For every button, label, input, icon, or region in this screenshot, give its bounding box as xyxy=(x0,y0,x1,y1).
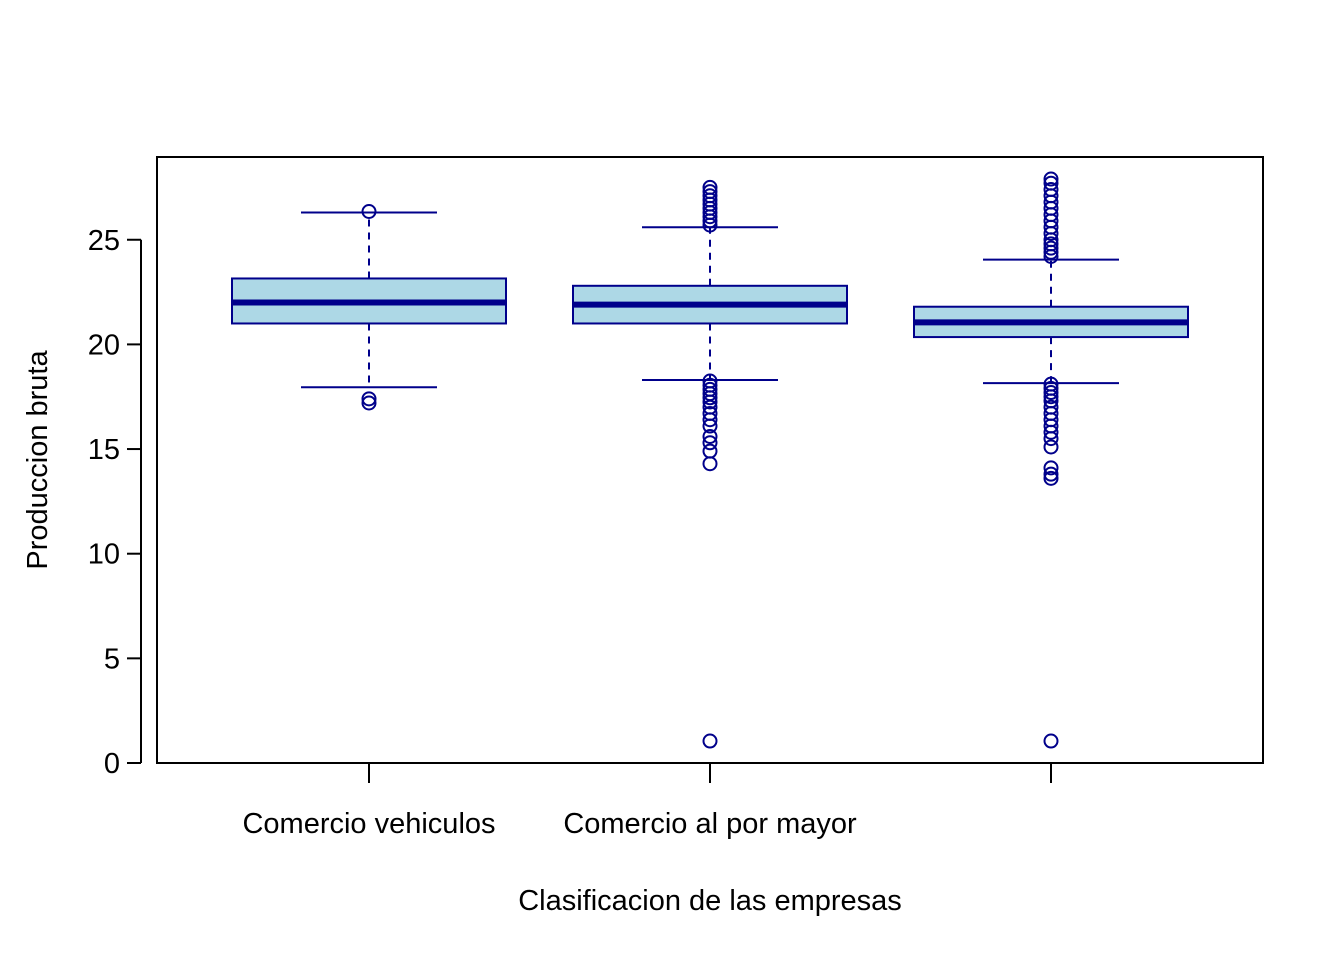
outlier-point xyxy=(1043,460,1059,476)
box-group xyxy=(231,203,507,411)
outlier-point xyxy=(1043,240,1059,256)
outlier-point xyxy=(1043,470,1059,486)
y-axis-title: Produccion bruta xyxy=(22,350,54,570)
y-axis: 0 5 10 15 20 25 xyxy=(88,225,142,780)
outlier-point xyxy=(702,217,718,233)
y-tick-label: 25 xyxy=(88,225,120,257)
y-tick-label: 20 xyxy=(88,329,120,361)
outlier-point xyxy=(702,418,718,434)
y-tick-label: 10 xyxy=(88,539,120,571)
outlier-point xyxy=(702,412,718,428)
y-tick-label: 0 xyxy=(104,748,120,780)
outlier-point xyxy=(702,733,718,749)
outlier-point xyxy=(1043,171,1059,187)
outlier-point xyxy=(361,395,377,411)
outlier-point xyxy=(1043,733,1059,749)
y-tick-label: 5 xyxy=(104,643,120,675)
outlier-point xyxy=(702,390,718,406)
outlier-point xyxy=(702,443,718,459)
x-axis: Comercio vehiculos Comercio al por mayor xyxy=(242,763,1052,840)
outlier-point xyxy=(361,391,377,407)
outlier-point xyxy=(702,213,718,229)
x-tick-label: Comercio vehiculos xyxy=(242,808,495,840)
outlier-point xyxy=(1043,389,1059,405)
y-tick-label: 15 xyxy=(88,434,120,466)
outlier-point xyxy=(1043,248,1059,264)
outlier-point xyxy=(1043,225,1059,241)
plot-frame xyxy=(156,156,1264,764)
outlier-point xyxy=(1043,424,1059,440)
outlier-point xyxy=(1043,439,1059,455)
outlier-point xyxy=(1043,385,1059,401)
x-axis-title: Clasificacion de las empresas xyxy=(518,885,902,917)
outlier-point xyxy=(1043,466,1059,482)
outlier-point xyxy=(1043,244,1059,260)
outlier-point xyxy=(702,428,718,444)
outlier-point xyxy=(702,394,718,410)
box-series xyxy=(231,171,1189,749)
x-tick-label: Comercio al por mayor xyxy=(563,808,857,840)
outlier-point xyxy=(702,456,718,472)
outlier-point xyxy=(702,209,718,225)
box-group xyxy=(913,171,1189,749)
outlier-point xyxy=(1043,431,1059,447)
outlier-point xyxy=(702,435,718,451)
outlier-point xyxy=(361,203,377,219)
box-group xyxy=(572,179,848,749)
